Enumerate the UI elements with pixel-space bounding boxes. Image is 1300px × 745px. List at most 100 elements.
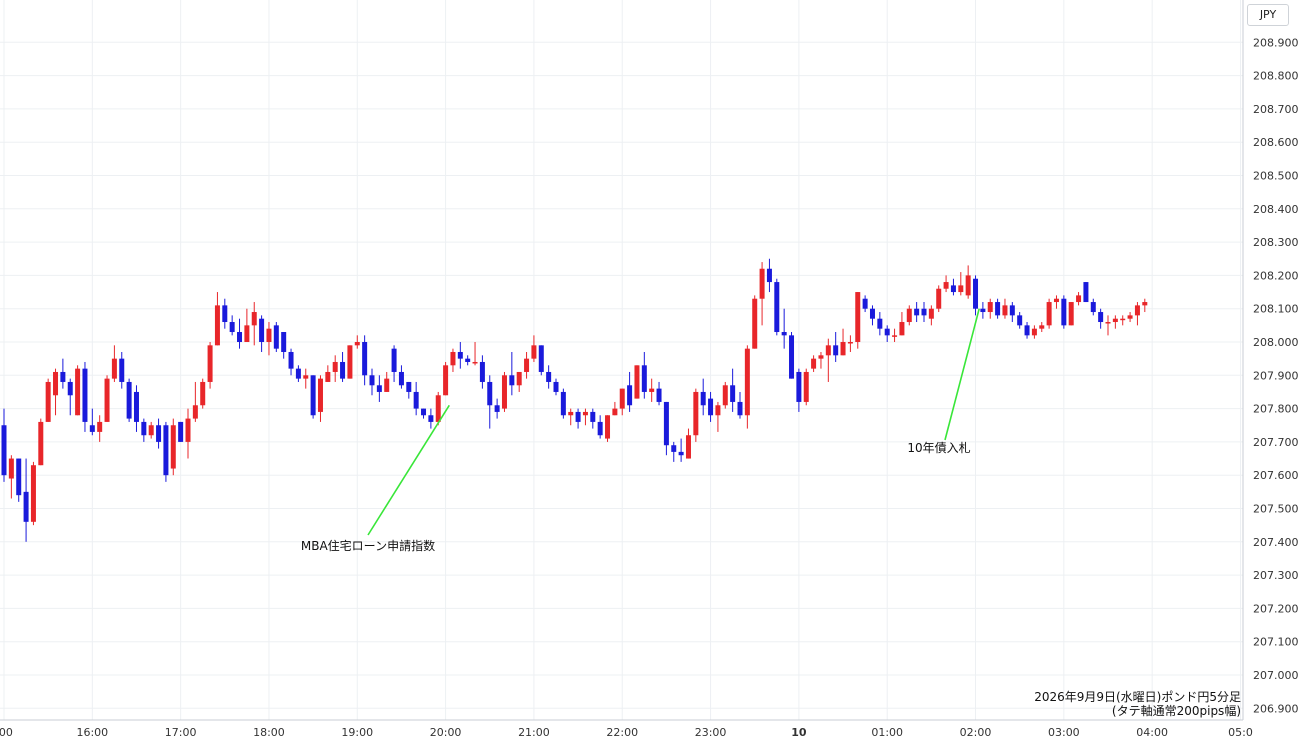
time-tick-label: 05:0	[1228, 726, 1253, 739]
candle-body	[899, 322, 905, 336]
candle-body	[840, 342, 846, 356]
candle-body	[465, 358, 471, 362]
candle	[178, 421, 184, 442]
candle	[273, 322, 279, 352]
candle-body	[89, 425, 95, 432]
candle	[641, 351, 647, 399]
price-tick-label: 208.600	[1253, 136, 1299, 149]
candle	[789, 332, 795, 379]
candle-body	[1134, 305, 1140, 316]
candle	[443, 361, 449, 396]
candle-body	[23, 491, 29, 522]
candle	[575, 408, 581, 429]
candle	[1, 408, 7, 482]
candle-body	[185, 418, 191, 442]
candle	[413, 381, 419, 416]
candle	[840, 328, 846, 356]
candle	[803, 368, 809, 406]
candle-body	[443, 365, 449, 396]
candle-body	[825, 345, 831, 356]
candle	[685, 428, 691, 459]
candle-body	[759, 268, 765, 299]
candle-body	[1090, 302, 1096, 313]
candle-body	[1142, 302, 1148, 306]
price-tick-label: 207.200	[1253, 602, 1299, 615]
candle	[295, 365, 301, 382]
candle-body	[384, 378, 390, 392]
candle-body	[494, 405, 500, 412]
candle	[347, 345, 353, 379]
candle	[855, 292, 861, 349]
time-tick-label: 16:00	[76, 726, 108, 739]
candle-body	[649, 388, 655, 392]
price-tick-label: 208.100	[1253, 303, 1299, 316]
candle	[1009, 302, 1015, 323]
time-tick-label: 20:00	[430, 726, 462, 739]
time-tick-label: 02:00	[960, 726, 992, 739]
candle	[722, 381, 728, 409]
candle	[457, 342, 463, 369]
candle	[222, 298, 228, 329]
candle-body	[722, 385, 728, 406]
candle-body	[148, 425, 154, 436]
candle-body	[347, 345, 353, 379]
candle	[774, 278, 780, 336]
candle-body	[700, 391, 706, 406]
candle-body	[200, 381, 206, 406]
candle	[479, 355, 485, 389]
candle-body	[906, 308, 912, 323]
candle-body	[921, 308, 927, 316]
candle	[892, 328, 898, 342]
currency-label[interactable]: JPY	[1247, 4, 1289, 26]
candle	[943, 275, 949, 293]
candle-body	[421, 408, 427, 416]
candle-body	[369, 375, 375, 386]
candle-body	[663, 401, 669, 446]
candle	[1076, 292, 1082, 306]
candle-body	[671, 445, 677, 452]
candle-body	[715, 405, 721, 416]
time-axis[interactable]: :00 16:00 17:00 18:00 19:00 20:00 21:00 22:00 23…	[0, 726, 1253, 739]
candle-body	[60, 371, 66, 382]
candle	[406, 381, 412, 399]
candle	[1090, 298, 1096, 316]
candle	[980, 302, 986, 319]
grid-lines	[0, 0, 1243, 720]
candle-body	[862, 298, 868, 309]
candle-body	[936, 288, 942, 309]
candle	[538, 345, 544, 376]
candle-body	[627, 385, 633, 406]
candle	[634, 365, 640, 399]
candle	[310, 375, 316, 419]
candle-body	[995, 302, 1001, 316]
candle	[649, 378, 655, 402]
annotation-label: MBA住宅ローン申請指数	[301, 538, 435, 553]
price-tick-label: 207.900	[1253, 369, 1299, 382]
caption-line2: (タテ軸通常200pips幅)	[1112, 703, 1241, 718]
candle-body	[855, 292, 861, 342]
candle-body	[30, 465, 36, 522]
price-tick-label: 207.800	[1253, 403, 1299, 416]
candle	[369, 368, 375, 396]
candle-body	[560, 391, 566, 416]
candle	[737, 391, 743, 419]
candle-body	[973, 278, 979, 309]
candle-body	[789, 335, 795, 379]
candle-body	[413, 391, 419, 409]
candle	[1142, 298, 1148, 313]
candle-body	[1046, 302, 1052, 326]
candle-body	[546, 371, 552, 382]
candle-body	[1083, 282, 1089, 303]
annotation-leader-line	[944, 308, 980, 441]
candle-body	[1017, 315, 1023, 326]
candle-body	[156, 425, 162, 442]
candle-body	[774, 282, 780, 333]
candle	[553, 378, 559, 396]
candle	[376, 375, 382, 402]
candle-body	[1112, 318, 1118, 323]
price-axis[interactable]: 206.900 207.000 207.100 207.200 207.300 207.4…	[1253, 36, 1299, 715]
candle-body	[1039, 325, 1045, 329]
candle-body	[744, 348, 750, 416]
candle-body	[685, 435, 691, 459]
annotation-label: 10年債入札	[907, 440, 970, 455]
